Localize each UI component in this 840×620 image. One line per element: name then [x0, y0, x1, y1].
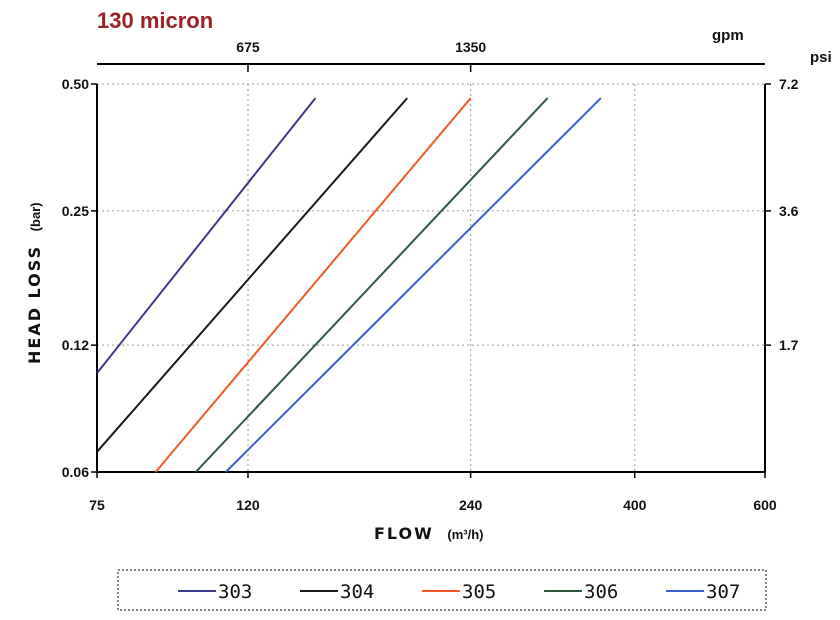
y-tick-label: 0.12 — [62, 337, 89, 353]
gpm-unit-label: gpm — [712, 27, 744, 44]
psi-tick-label: 1.7 — [779, 337, 799, 353]
x-tick-label: 600 — [753, 497, 777, 513]
series-line-305 — [154, 97, 472, 473]
legend-label-304: 304 — [340, 581, 374, 603]
legend-label-307: 307 — [706, 581, 740, 603]
series-line-303 — [96, 97, 317, 374]
y-tick-label: 0.25 — [62, 203, 89, 219]
y-axis-title-main: HEAD LOSS — [25, 245, 44, 364]
x-tick-label: 75 — [89, 497, 105, 513]
series-line-306 — [195, 97, 549, 473]
legend: 303 304 305 306 307 — [178, 581, 740, 603]
gpm-tick-label: 675 — [236, 39, 260, 55]
series-line-307 — [225, 97, 602, 473]
x-axis-title-unit: (m³/h) — [447, 527, 483, 542]
y-axis-title: HEAD LOSS (bar) — [25, 202, 44, 364]
legend-box — [117, 569, 767, 611]
x-axis-title-main: FLOW — [374, 524, 434, 543]
x-tick-label: 240 — [459, 497, 483, 513]
series-line-304 — [96, 97, 408, 453]
grid-lines — [97, 83, 765, 473]
y-axis-title-unit: (bar) — [28, 202, 43, 231]
legend-label-305: 305 — [462, 581, 496, 603]
x-tick-label: 120 — [236, 497, 260, 513]
tick-labels: 75 120 240 400 600 0.06 0.12 0.25 0.50 675 1350 7.2… — [62, 39, 799, 513]
psi-unit-label: psi — [810, 49, 832, 66]
y-tick-label: 0.50 — [62, 76, 89, 92]
x-axis-title: FLOW (m³/h) — [374, 524, 484, 543]
legend-label-306: 306 — [584, 581, 618, 603]
x-tick-label: 400 — [623, 497, 647, 513]
psi-tick-label: 3.6 — [779, 203, 799, 219]
chart-title: 130 micron — [97, 8, 213, 33]
y-tick-label: 0.06 — [62, 464, 89, 480]
series-lines — [96, 97, 602, 473]
legend-label-303: 303 — [218, 581, 252, 603]
psi-tick-label: 7.2 — [779, 76, 799, 92]
gpm-tick-label: 1350 — [455, 39, 486, 55]
